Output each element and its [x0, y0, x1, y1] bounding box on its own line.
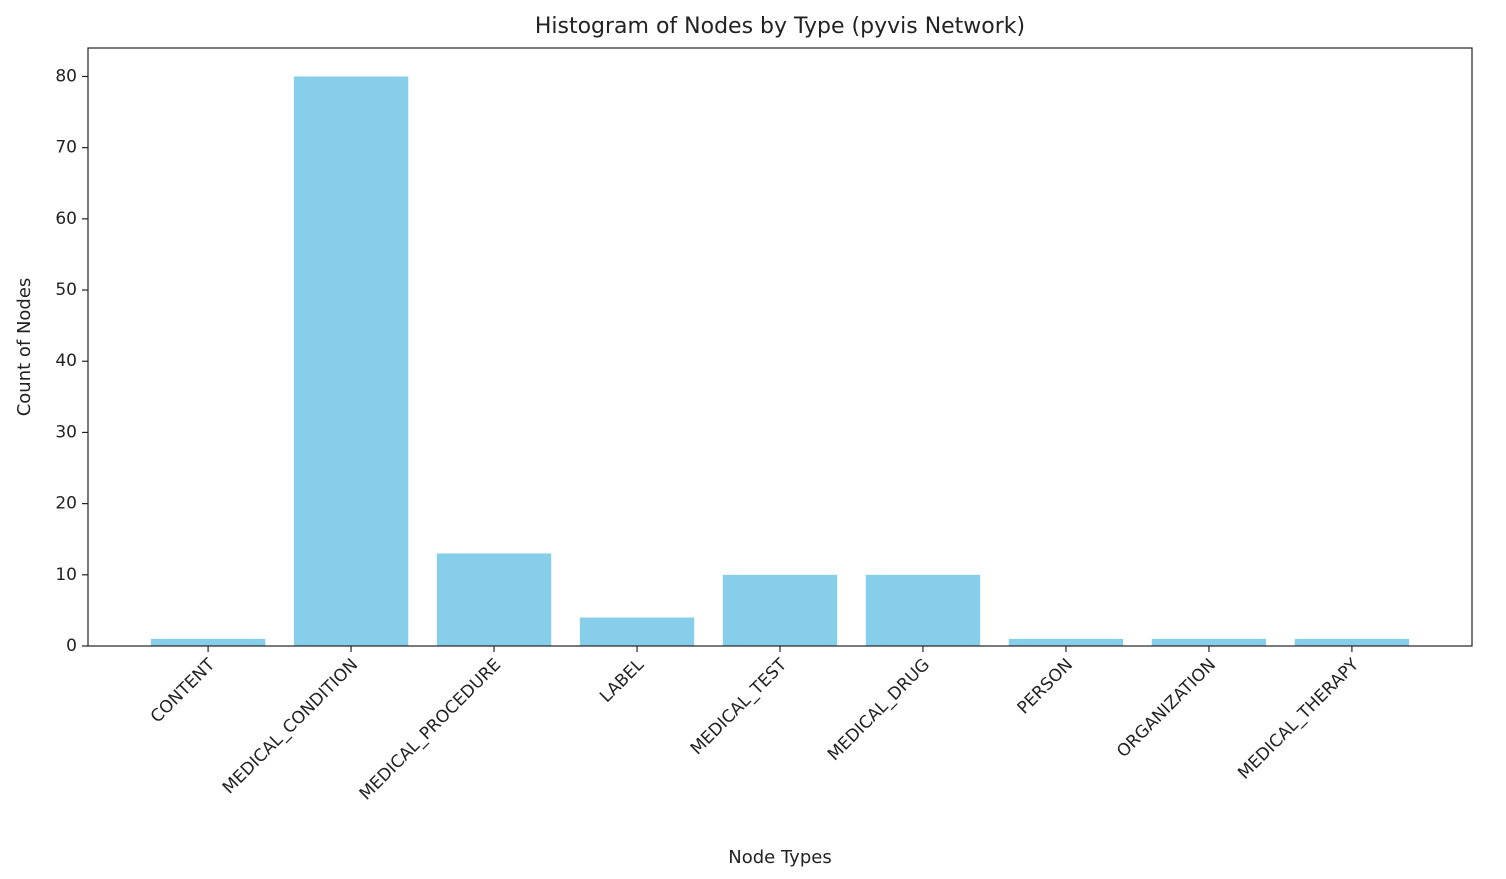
y-tick-label: 80	[55, 66, 77, 86]
bar	[293, 76, 409, 646]
x-tick-label: MEDICAL_TEST	[687, 655, 792, 760]
x-tick-label: LABEL	[596, 655, 648, 707]
bar	[150, 638, 266, 646]
x-tick-label: MEDICAL_THERAPY	[1234, 655, 1363, 784]
bar	[1151, 638, 1267, 646]
y-axis-label: Count of Nodes	[14, 278, 35, 417]
y-tick-label: 70	[55, 138, 77, 158]
bar	[436, 553, 552, 646]
bar	[722, 574, 838, 646]
x-axis-label: Node Types	[728, 847, 831, 868]
bar	[1294, 638, 1410, 646]
x-tick-label: MEDICAL_PROCEDURE	[356, 655, 505, 804]
x-tick-label: ORGANIZATION	[1113, 655, 1220, 762]
y-tick-label: 20	[55, 494, 77, 514]
chart-title: Histogram of Nodes by Type (pyvis Networ…	[535, 14, 1025, 39]
y-tick-label: 0	[66, 636, 77, 656]
x-tick-label: CONTENT	[147, 654, 220, 727]
x-tick-label: MEDICAL_CONDITION	[219, 655, 362, 798]
y-tick-label: 30	[55, 422, 77, 442]
y-tick-label: 50	[55, 280, 77, 300]
y-tick-label: 60	[55, 209, 77, 229]
x-tick-label: PERSON	[1014, 655, 1077, 718]
bar	[579, 617, 695, 646]
y-tick-label: 10	[55, 565, 77, 585]
plot-frame	[87, 47, 1473, 647]
bar	[1008, 638, 1124, 646]
x-tick-label: MEDICAL_DRUG	[824, 655, 934, 765]
y-tick-label: 40	[55, 351, 77, 371]
bar	[865, 574, 981, 646]
